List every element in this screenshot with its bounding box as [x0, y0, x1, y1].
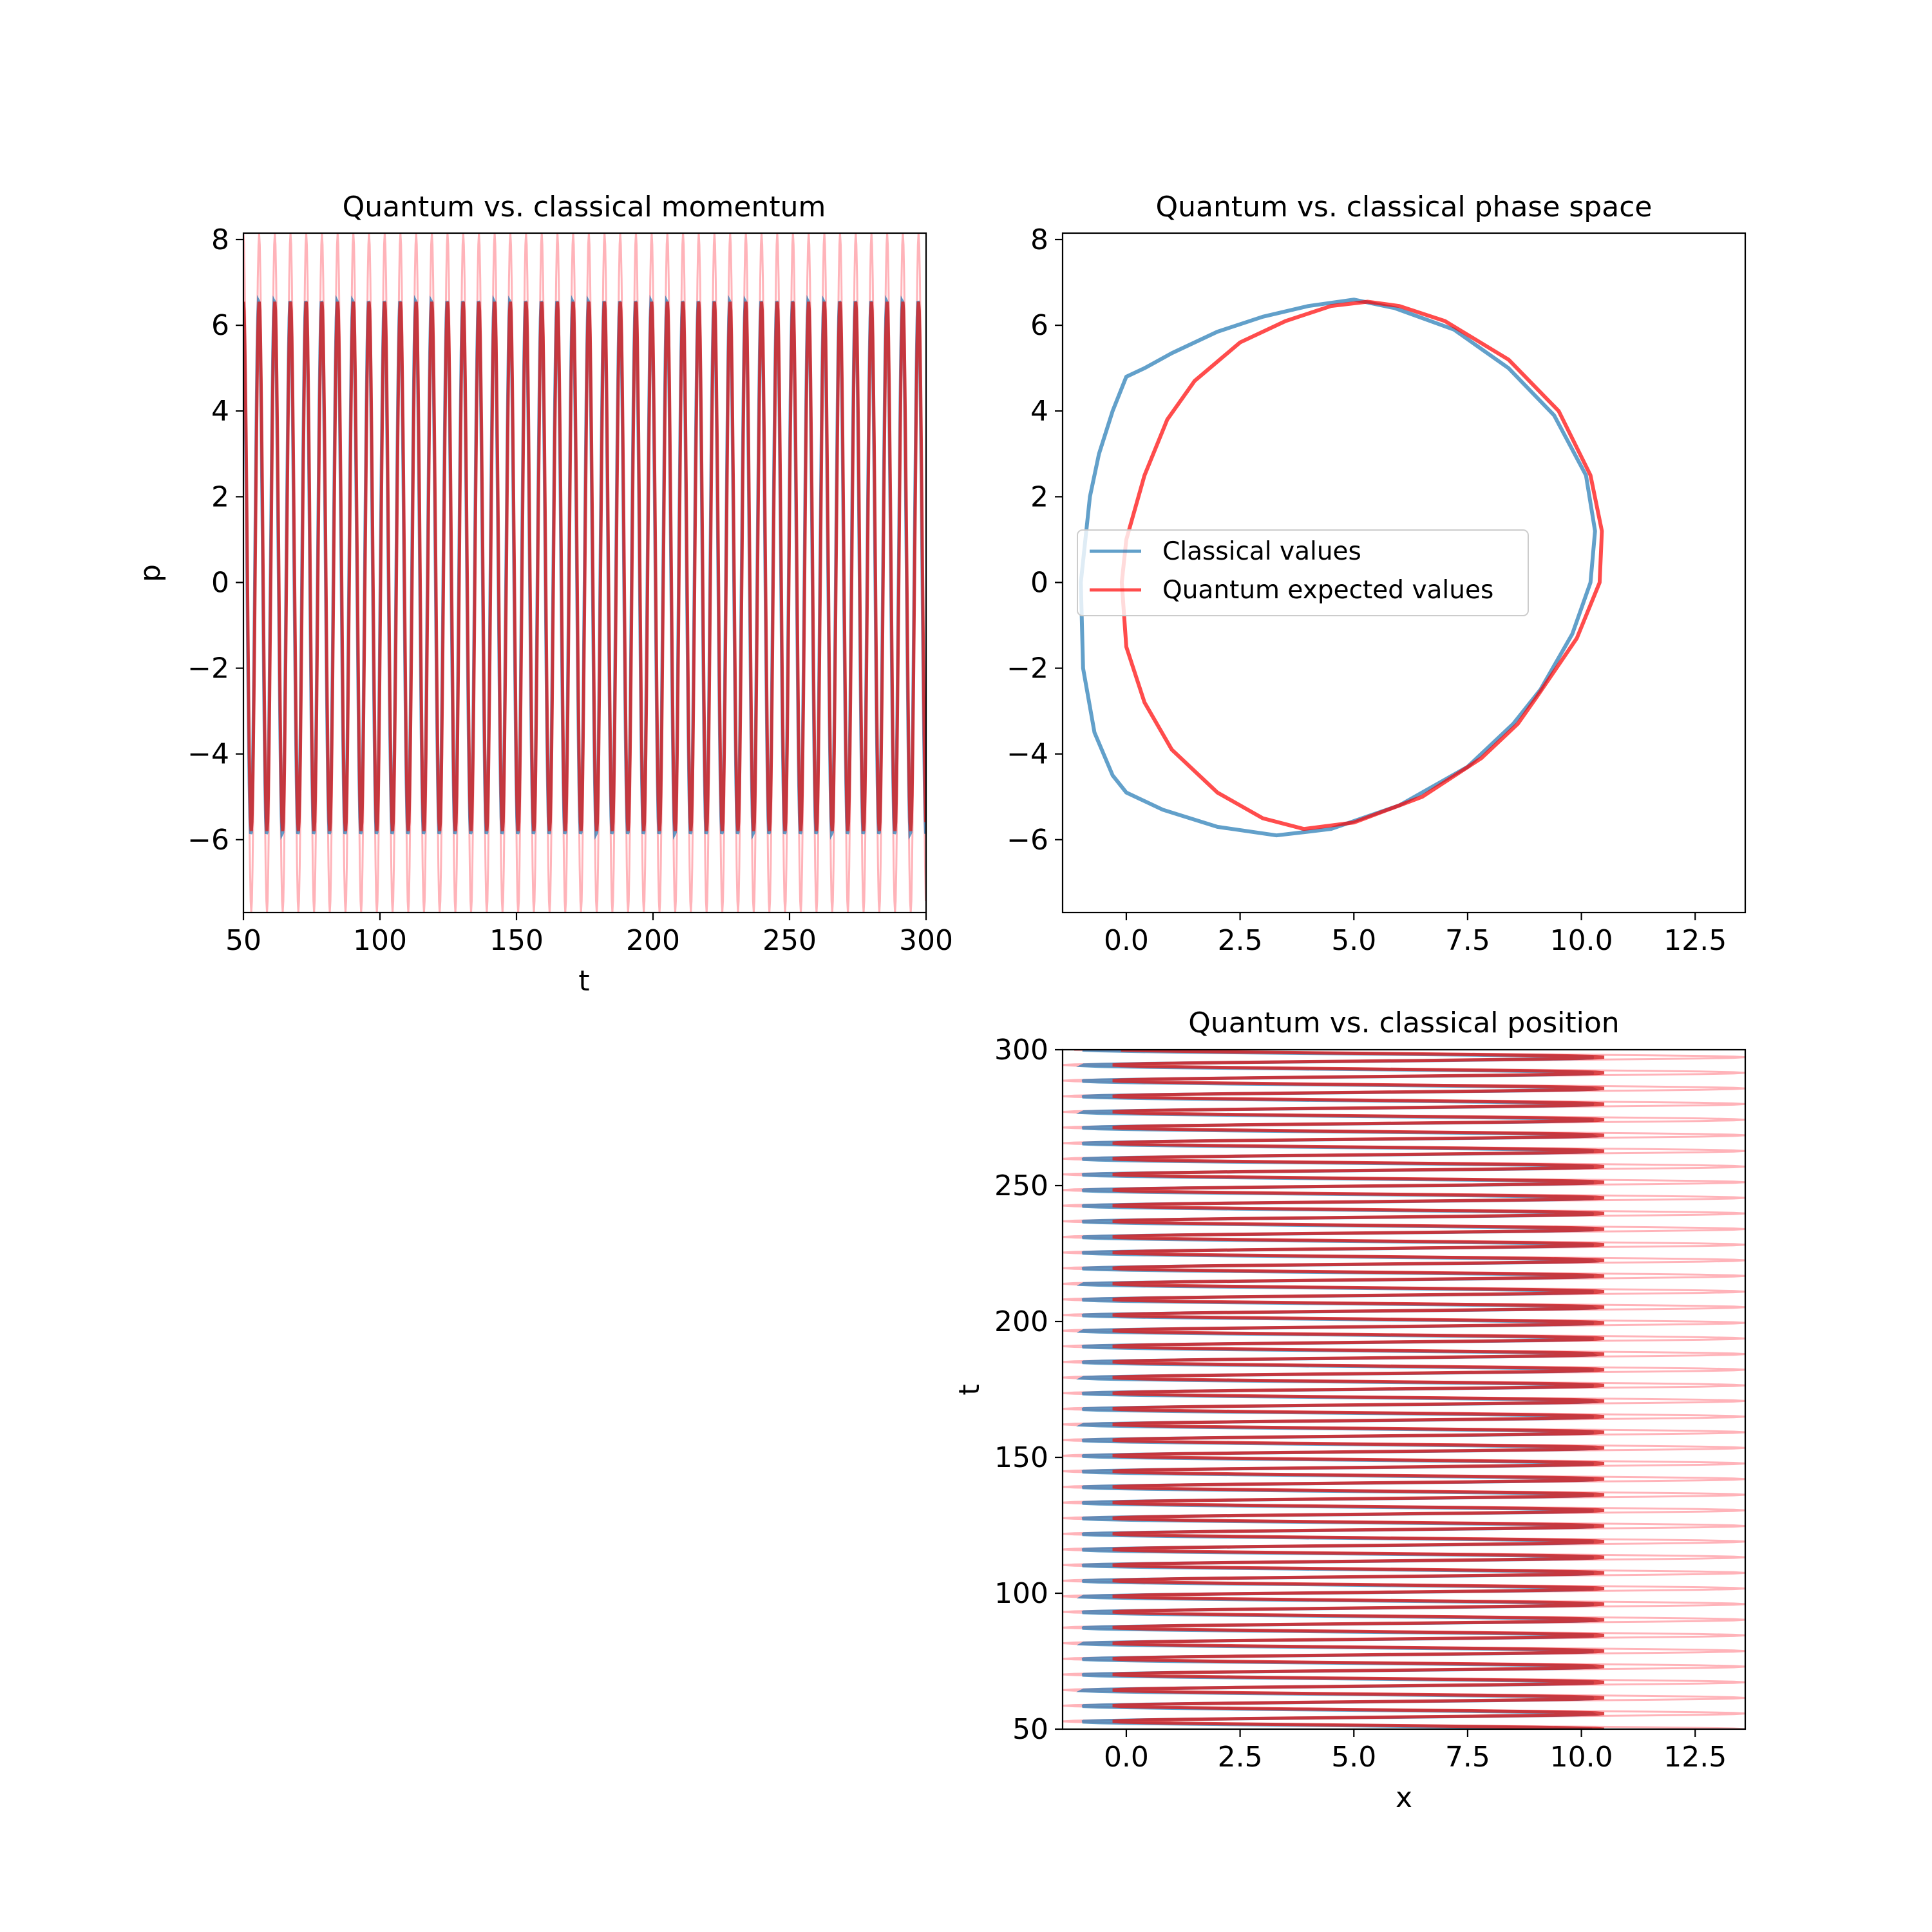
momentum-plot-frame [242, 232, 927, 914]
x-tick-label: 7.5 [1445, 1741, 1490, 1774]
position-panel: Quantum vs. classical position 0.0 2.5 5.0… [953, 1007, 1747, 1814]
momentum-x-axis-label: t [578, 965, 589, 998]
x-tick-label: 10.0 [1550, 1741, 1613, 1774]
y-tick-label: 2 [211, 480, 229, 513]
x-tick-label: 100 [353, 924, 407, 957]
momentum-chart-title: Quantum vs. classical momentum [343, 191, 826, 223]
y-tick-label: −2 [187, 652, 229, 685]
x-tick-label: 50 [225, 924, 261, 957]
y-tick-label: 250 [994, 1170, 1048, 1202]
y-tick-label: 300 [994, 1034, 1048, 1066]
y-tick-label: 8 [211, 223, 229, 256]
x-tick-label: 0.0 [1104, 924, 1149, 957]
y-tick-label: −4 [187, 738, 229, 771]
phase-space-chart-title: Quantum vs. classical phase space [1156, 191, 1653, 223]
y-tick-label: 0 [1030, 566, 1048, 599]
position-x-axis-label: x [1396, 1781, 1412, 1814]
y-tick-label: 200 [994, 1305, 1048, 1338]
x-tick-label: 7.5 [1445, 924, 1490, 957]
legend-box [1077, 529, 1529, 616]
momentum-panel: Quantum vs. classical momentum 50 100 150 2… [134, 191, 953, 998]
phase-space-quantum-line [1119, 299, 1604, 831]
x-tick-label: 300 [899, 924, 953, 957]
x-tick-label: 12.5 [1663, 1741, 1727, 1774]
phase-space-panel: Quantum vs. classical phase space 0.0 2.5… [1007, 191, 1747, 957]
y-tick-label: −6 [1007, 824, 1048, 857]
phase-space-legend: Classical values Quantum expected values [1077, 529, 1529, 616]
x-tick-label: 250 [762, 924, 817, 957]
x-tick-label: 10.0 [1550, 924, 1613, 957]
y-tick-label: 4 [211, 395, 229, 428]
x-tick-label: 2.5 [1218, 924, 1263, 957]
y-tick-label: 6 [211, 309, 229, 342]
phase-space-plot-frame [1061, 232, 1747, 914]
y-tick-label: 2 [1030, 480, 1048, 513]
legend-label-classical: Classical values [1162, 537, 1361, 566]
y-tick-label: −2 [1007, 652, 1048, 685]
y-tick-label: 4 [1030, 395, 1048, 428]
y-tick-label: 6 [1030, 309, 1048, 342]
x-tick-label: 0.0 [1104, 1741, 1149, 1774]
position-chart-title: Quantum vs. classical position [1188, 1007, 1619, 1039]
position-y-axis-label: t [953, 1384, 986, 1395]
x-tick-label: 150 [489, 924, 544, 957]
y-tick-label: 0 [211, 566, 229, 599]
y-tick-label: 100 [994, 1577, 1048, 1610]
y-tick-label: −4 [1007, 738, 1048, 771]
x-tick-label: 5.0 [1331, 1741, 1376, 1774]
legend-label-quantum: Quantum expected values [1162, 576, 1493, 605]
momentum-y-axis-label: p [134, 564, 167, 582]
x-tick-label: 5.0 [1331, 924, 1376, 957]
position-plot-frame [1061, 1048, 1747, 1730]
y-tick-label: 50 [1012, 1713, 1048, 1746]
phase-space-classical-line [1079, 298, 1597, 838]
y-tick-label: −6 [187, 824, 229, 857]
x-tick-label: 2.5 [1218, 1741, 1263, 1774]
position-quantum-line [1112, 1050, 1605, 1729]
x-tick-label: 200 [626, 924, 680, 957]
momentum-quantum-line [243, 301, 926, 831]
x-tick-label: 12.5 [1663, 924, 1727, 957]
y-tick-label: 150 [994, 1441, 1048, 1474]
y-tick-label: 8 [1030, 223, 1048, 256]
